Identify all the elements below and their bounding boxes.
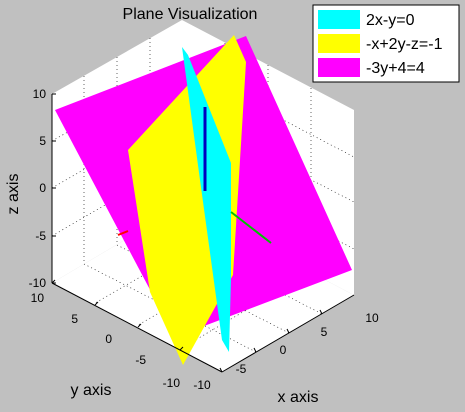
plane-cyan [182,47,231,352]
legend-swatch-cyan [318,10,360,29]
x-axis-label: x axis [278,389,319,406]
z-tick-labels: 10 5 0 -5 -10 [29,87,47,290]
x-tick-label: 10 [365,311,379,325]
legend-label: 2x-y=0 [366,12,415,29]
legend: 2x-y=0 -x+2y-z=-1 -3y+4=4 [312,4,460,83]
z-tick-label: 5 [39,134,46,148]
x-tick-label: 5 [321,325,328,339]
x-axis-line [230,211,272,244]
y-tick-label: 0 [105,332,112,346]
tick-marks [51,93,323,373]
y-tick-label: 10 [31,291,45,305]
y-tick-label: 5 [71,312,78,326]
legend-swatch-yellow [318,34,360,53]
z-tick-label: -5 [35,229,46,243]
x-tick-label: -5 [236,362,247,376]
x-tick-labels: -10 -5 0 5 10 [193,311,379,392]
z-tick-label: -10 [29,276,47,290]
y-axis-line [117,230,129,236]
z-tick-label: 0 [39,181,46,195]
legend-swatch-magenta [318,58,360,77]
axis-lines [117,107,272,244]
z-tick-label: 10 [33,87,47,101]
z-axis-label: z axis [5,174,22,215]
y-axis-label: y axis [71,382,112,399]
legend-label: -3y+4=4 [366,60,425,77]
x-tick-label: -10 [193,378,211,392]
legend-label: -x+2y-z=-1 [366,36,443,53]
x-tick-label: 0 [280,343,287,357]
y-tick-label: -10 [163,376,181,390]
y-tick-label: -5 [135,353,146,367]
chart-title: Plane Visualization [123,6,258,23]
y-tick-labels: 10 5 0 -5 -10 [31,291,181,390]
